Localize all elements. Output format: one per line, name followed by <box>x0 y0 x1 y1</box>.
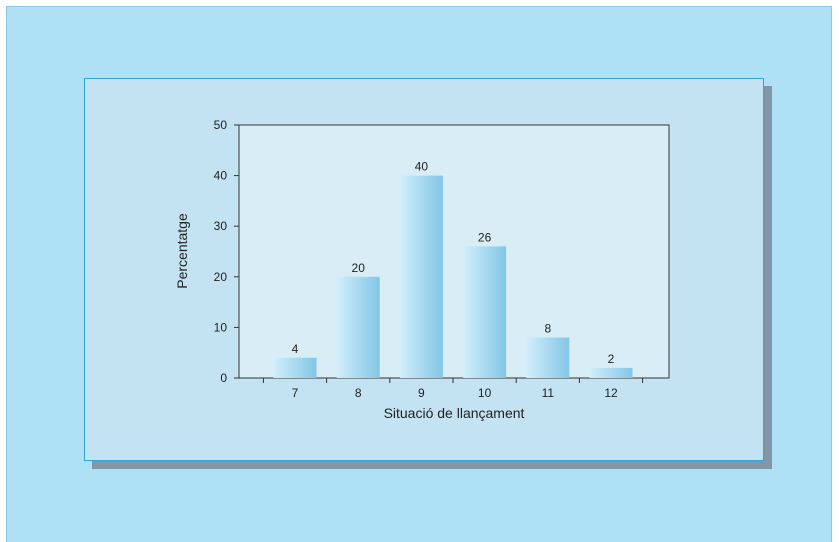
y-tick-label-10: 10 <box>214 320 228 334</box>
data-label-7: 4 <box>292 342 299 356</box>
x-tick-label-10: 10 <box>478 386 492 400</box>
x-tick-label-9: 9 <box>418 386 425 400</box>
bar-12 <box>589 367 633 378</box>
data-label-10: 26 <box>478 230 492 244</box>
data-label-9: 40 <box>415 160 429 174</box>
data-label-8: 20 <box>352 261 366 275</box>
y-tick-label-30: 30 <box>214 219 228 233</box>
y-tick-label-40: 40 <box>214 169 228 183</box>
bar-8 <box>336 276 380 378</box>
y-tick-label-20: 20 <box>214 270 228 284</box>
bar-11 <box>526 337 570 378</box>
bar-10 <box>463 246 507 378</box>
y-tick-label-0: 0 <box>220 371 227 385</box>
x-tick-label-11: 11 <box>542 386 555 400</box>
x-tick-label-7: 7 <box>292 386 299 400</box>
y-axis-title: Percentatge <box>174 213 190 289</box>
x-tick-label-8: 8 <box>355 386 362 400</box>
bar-7 <box>273 357 317 378</box>
data-label-11: 8 <box>544 322 551 336</box>
data-label-12: 2 <box>608 352 615 366</box>
x-axis-title: Situació de llançament <box>384 405 525 421</box>
bar-9 <box>399 175 443 378</box>
y-tick-label-50: 50 <box>214 118 228 132</box>
x-tick-label-12: 12 <box>604 386 618 400</box>
plot-area <box>238 124 670 379</box>
